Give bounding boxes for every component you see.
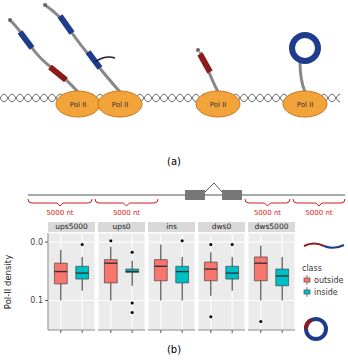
html-text:dws5000: dws5000: [254, 222, 289, 231]
svg-text:Pol II: Pol II: [70, 101, 87, 109]
html-text:dws0: dws0: [211, 222, 232, 231]
html-text:Pol-II density: Pol-II density: [3, 254, 13, 309]
html-text:(b): (b): [166, 344, 182, 355]
svg-text:0.1: 0.1: [30, 296, 43, 305]
svg-text:Pol II: Pol II: [112, 101, 129, 109]
html-text:ups0: ups0: [112, 222, 131, 231]
html-text:outside: outside: [314, 275, 344, 285]
html-text:ins: ins: [166, 222, 177, 231]
svg-text:Pol II: Pol II: [210, 101, 227, 109]
svg-text:0.0: 0.0: [30, 238, 43, 247]
svg-text:Pol II: Pol II: [297, 101, 314, 109]
html-text:ups5000: ups5000: [55, 222, 88, 231]
html-text:class: class: [302, 264, 322, 273]
svg-text:5000 nt: 5000 nt: [254, 209, 281, 217]
svg-text:5000 nt: 5000 nt: [113, 209, 140, 217]
svg-text:5000 nt: 5000 nt: [46, 209, 73, 217]
svg-text:(a): (a): [167, 156, 181, 167]
svg-text:5000 nt: 5000 nt: [305, 209, 332, 217]
html-text:inside: inside: [314, 287, 338, 297]
